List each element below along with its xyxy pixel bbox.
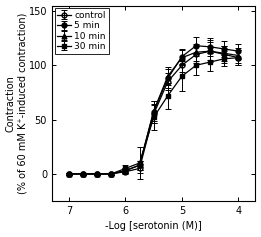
Legend: control, 5 min, 10 min, 30 min: control, 5 min, 10 min, 30 min — [55, 8, 109, 54]
X-axis label: -Log [serotonin (M)]: -Log [serotonin (M)] — [105, 221, 202, 232]
Y-axis label: Contraction
(% of 60 mM K⁺-induced contraction): Contraction (% of 60 mM K⁺-induced contr… — [5, 13, 27, 194]
